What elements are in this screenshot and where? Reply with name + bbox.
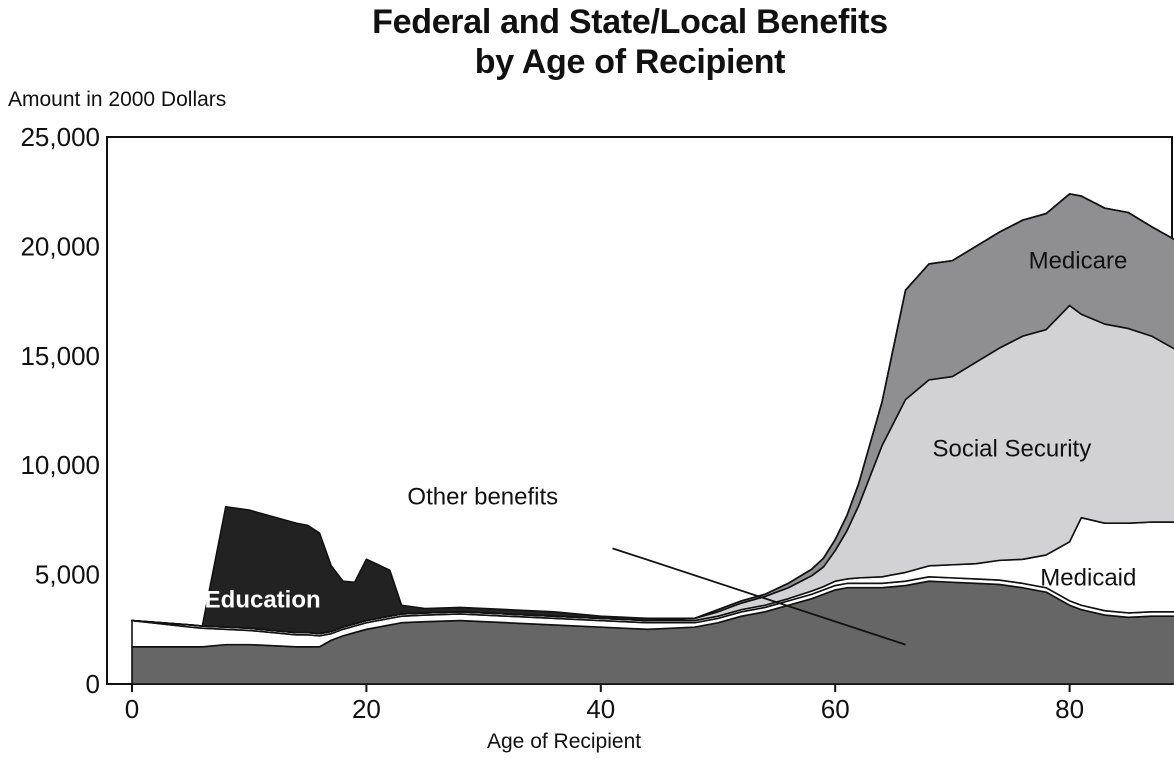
y-tick-label: 10,000: [20, 450, 100, 480]
y-tick-label: 0: [86, 669, 100, 699]
chart-title-line-2: by Age of Recipient: [474, 43, 786, 81]
x-tick-label: 60: [821, 694, 850, 724]
chart-title: Federal and State/Local Benefits by Age …: [0, 2, 1174, 82]
y-tick-label: 25,000: [20, 122, 100, 152]
other-benefits-label: Other benefits: [407, 484, 558, 511]
education-area: [131, 193, 1174, 635]
x-axis-label: Age of Recipient: [487, 730, 642, 753]
x-tick-label: 40: [586, 694, 615, 724]
social-security-label: Social Security: [932, 435, 1091, 462]
annotations: Education Other benefits Medicaid Social Se…: [205, 247, 1136, 646]
leader-line: [612, 547, 906, 646]
axis-ticks: 0 20 40 60 80 0 5,000 10,000 15,000 20,000 25,000: [20, 122, 1084, 724]
medicare-label: Medicare: [1029, 247, 1128, 274]
x-tick-label: 20: [352, 694, 381, 724]
x-tick-label: 80: [1055, 694, 1084, 724]
y-axis-label: Amount in 2000 Dollars: [8, 88, 227, 111]
area-layers: [131, 193, 1174, 685]
x-tick-label: 0: [125, 694, 139, 724]
y-tick-label: 15,000: [20, 341, 100, 371]
medicaid-label: Medicaid: [1040, 565, 1136, 592]
y-tick-label: 20,000: [20, 231, 100, 261]
y-tick-label: 5,000: [35, 560, 100, 590]
chart-title-line-1: Federal and State/Local Benefits: [372, 3, 888, 41]
education-label: Education: [205, 586, 321, 613]
